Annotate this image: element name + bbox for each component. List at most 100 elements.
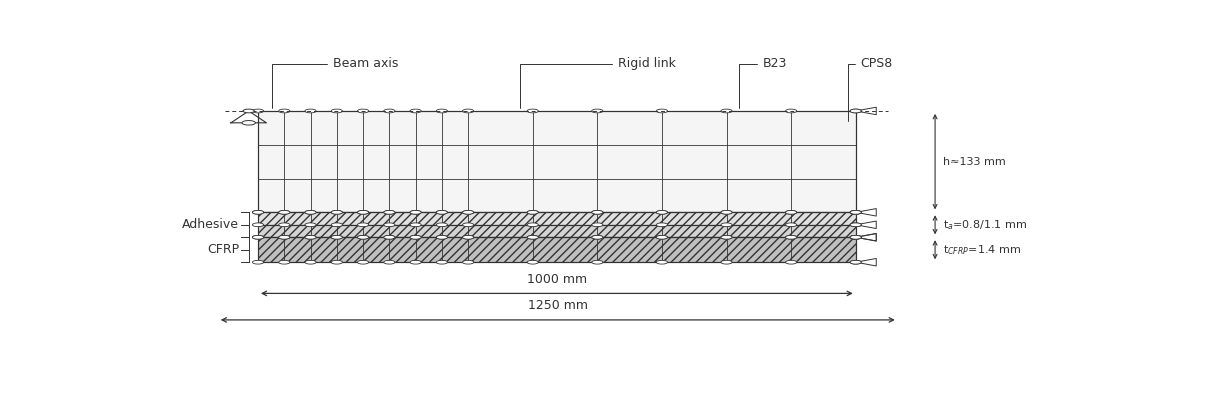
Circle shape [252, 109, 264, 113]
Circle shape [721, 260, 733, 264]
Circle shape [331, 211, 342, 214]
Circle shape [850, 211, 862, 214]
Circle shape [252, 211, 264, 214]
Circle shape [850, 109, 862, 113]
Text: h≈133 mm: h≈133 mm [942, 157, 1005, 166]
Text: t$_{CFRP}$=1.4 mm: t$_{CFRP}$=1.4 mm [942, 243, 1021, 257]
Circle shape [657, 235, 668, 239]
Circle shape [850, 235, 862, 239]
Circle shape [436, 260, 447, 264]
Circle shape [786, 235, 797, 239]
Circle shape [657, 223, 668, 227]
Circle shape [592, 235, 602, 239]
Circle shape [358, 211, 369, 214]
Circle shape [527, 109, 539, 113]
Circle shape [331, 260, 342, 264]
Circle shape [721, 109, 733, 113]
Bar [258, 225, 856, 237]
Circle shape [592, 211, 602, 214]
Text: Beam axis: Beam axis [272, 58, 398, 108]
Circle shape [657, 211, 668, 214]
Circle shape [786, 211, 797, 214]
Circle shape [383, 211, 395, 214]
Text: CFRP: CFRP [207, 243, 240, 256]
Circle shape [278, 211, 290, 214]
Circle shape [383, 260, 395, 264]
Circle shape [410, 235, 422, 239]
Circle shape [786, 260, 797, 264]
Circle shape [721, 211, 733, 214]
Circle shape [657, 109, 668, 113]
Circle shape [850, 109, 862, 113]
Circle shape [436, 211, 447, 214]
Circle shape [436, 235, 447, 239]
Circle shape [436, 211, 447, 214]
Text: B23: B23 [739, 58, 787, 108]
Circle shape [278, 223, 290, 227]
Circle shape [331, 235, 342, 239]
Circle shape [410, 223, 422, 227]
Circle shape [383, 235, 395, 239]
Circle shape [721, 235, 733, 239]
Circle shape [305, 235, 316, 239]
Circle shape [657, 235, 668, 239]
Circle shape [383, 109, 395, 113]
Circle shape [721, 211, 733, 214]
Text: 1000 mm: 1000 mm [527, 273, 587, 286]
Circle shape [850, 223, 862, 227]
Circle shape [850, 211, 862, 214]
Circle shape [527, 260, 539, 264]
Circle shape [527, 211, 539, 214]
Circle shape [592, 211, 602, 214]
Circle shape [242, 121, 255, 125]
Circle shape [527, 235, 539, 239]
Circle shape [410, 211, 422, 214]
Circle shape [850, 260, 862, 264]
Circle shape [786, 223, 797, 227]
Circle shape [383, 235, 395, 239]
Circle shape [410, 109, 422, 113]
Circle shape [252, 260, 264, 264]
Circle shape [527, 235, 539, 239]
Circle shape [463, 235, 474, 239]
Circle shape [463, 235, 474, 239]
Circle shape [592, 109, 602, 113]
Circle shape [850, 235, 862, 239]
Text: CPS8: CPS8 [848, 58, 893, 121]
Circle shape [252, 211, 264, 214]
Circle shape [305, 223, 316, 227]
Circle shape [358, 260, 369, 264]
Circle shape [278, 211, 290, 214]
Circle shape [436, 109, 447, 113]
Circle shape [527, 211, 539, 214]
Circle shape [463, 223, 474, 227]
Circle shape [358, 235, 369, 239]
Circle shape [463, 211, 474, 214]
Circle shape [358, 109, 369, 113]
Circle shape [850, 260, 862, 264]
Text: Rigid link: Rigid link [519, 58, 676, 108]
Circle shape [331, 109, 342, 113]
Circle shape [463, 260, 474, 264]
Circle shape [305, 109, 316, 113]
Circle shape [436, 235, 447, 239]
Circle shape [850, 235, 862, 239]
Text: t$_a$=0.8/1.1 mm: t$_a$=0.8/1.1 mm [942, 218, 1027, 232]
Circle shape [278, 235, 290, 239]
Circle shape [592, 223, 602, 227]
Circle shape [463, 109, 474, 113]
Bar [258, 212, 856, 225]
Circle shape [252, 235, 264, 239]
Circle shape [278, 235, 290, 239]
Circle shape [850, 211, 862, 214]
Circle shape [721, 223, 733, 227]
Circle shape [786, 211, 797, 214]
Circle shape [383, 211, 395, 214]
Circle shape [436, 223, 447, 227]
Circle shape [592, 260, 602, 264]
Circle shape [527, 223, 539, 227]
Circle shape [592, 235, 602, 239]
Circle shape [305, 260, 316, 264]
Circle shape [278, 109, 290, 113]
Circle shape [383, 223, 395, 227]
